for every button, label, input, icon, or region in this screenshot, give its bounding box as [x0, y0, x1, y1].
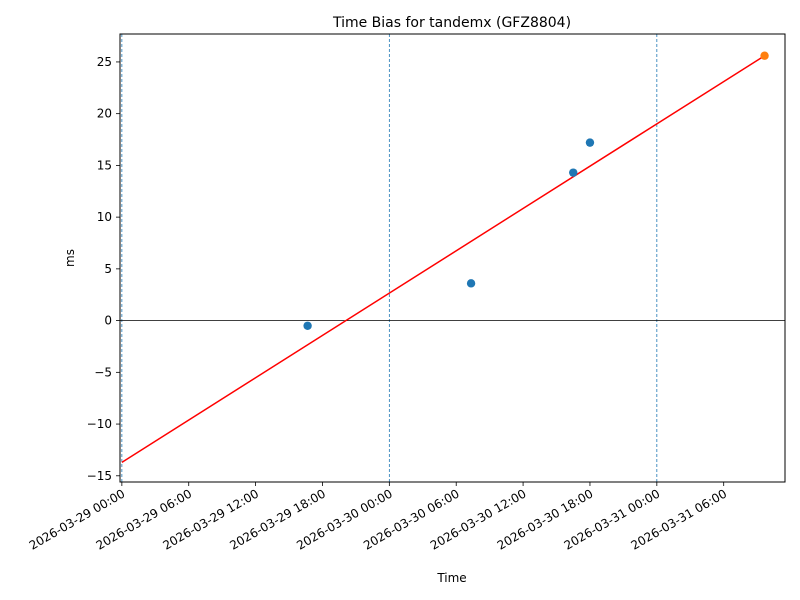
data-point: [303, 321, 312, 330]
y-tick-label: 25: [97, 55, 112, 69]
chart-title: Time Bias for tandemx (GFZ8804): [332, 15, 571, 31]
y-tick-label: 20: [97, 107, 112, 121]
fit-line: [121, 55, 765, 463]
data-point: [569, 168, 578, 177]
y-tick-label: 5: [104, 262, 112, 276]
y-tick-label: 10: [97, 210, 112, 224]
x-axis-label: Time: [436, 571, 466, 585]
y-axis-label: ms: [63, 249, 77, 267]
data-point: [466, 279, 476, 288]
y-tick-label: −10: [87, 417, 112, 431]
data-point: [585, 138, 595, 147]
y-tick-label: −5: [94, 365, 112, 379]
y-tick-label: 0: [104, 314, 112, 328]
plot-area: [120, 34, 785, 482]
y-tick-label: −15: [87, 469, 112, 483]
plot-frame: [119, 33, 786, 483]
y-tick-label: 15: [97, 158, 112, 172]
y-axis: −15 −10 −5 0 5 10 15 20 25: [87, 55, 120, 483]
prediction-point: [760, 51, 769, 60]
